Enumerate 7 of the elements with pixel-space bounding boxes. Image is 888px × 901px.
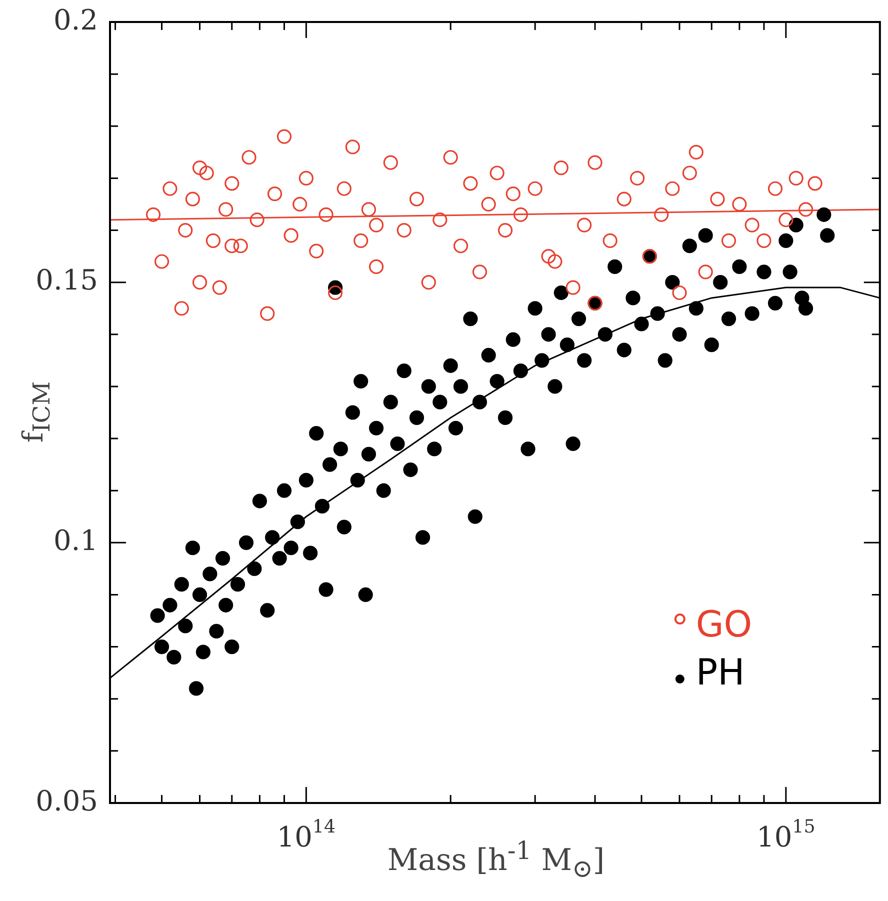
y-tick-label: 0.2 bbox=[53, 3, 98, 36]
x-axis-title: Mass [h$^{-1}$ M$_{⊙}$] bbox=[387, 836, 605, 883]
legend-label: GO bbox=[696, 604, 752, 646]
y-tick-label: 0.15 bbox=[36, 264, 98, 297]
legend-label: PH bbox=[696, 652, 745, 694]
y-tick-label: 0.1 bbox=[53, 524, 98, 557]
y-tick-label: 0.05 bbox=[36, 784, 98, 818]
